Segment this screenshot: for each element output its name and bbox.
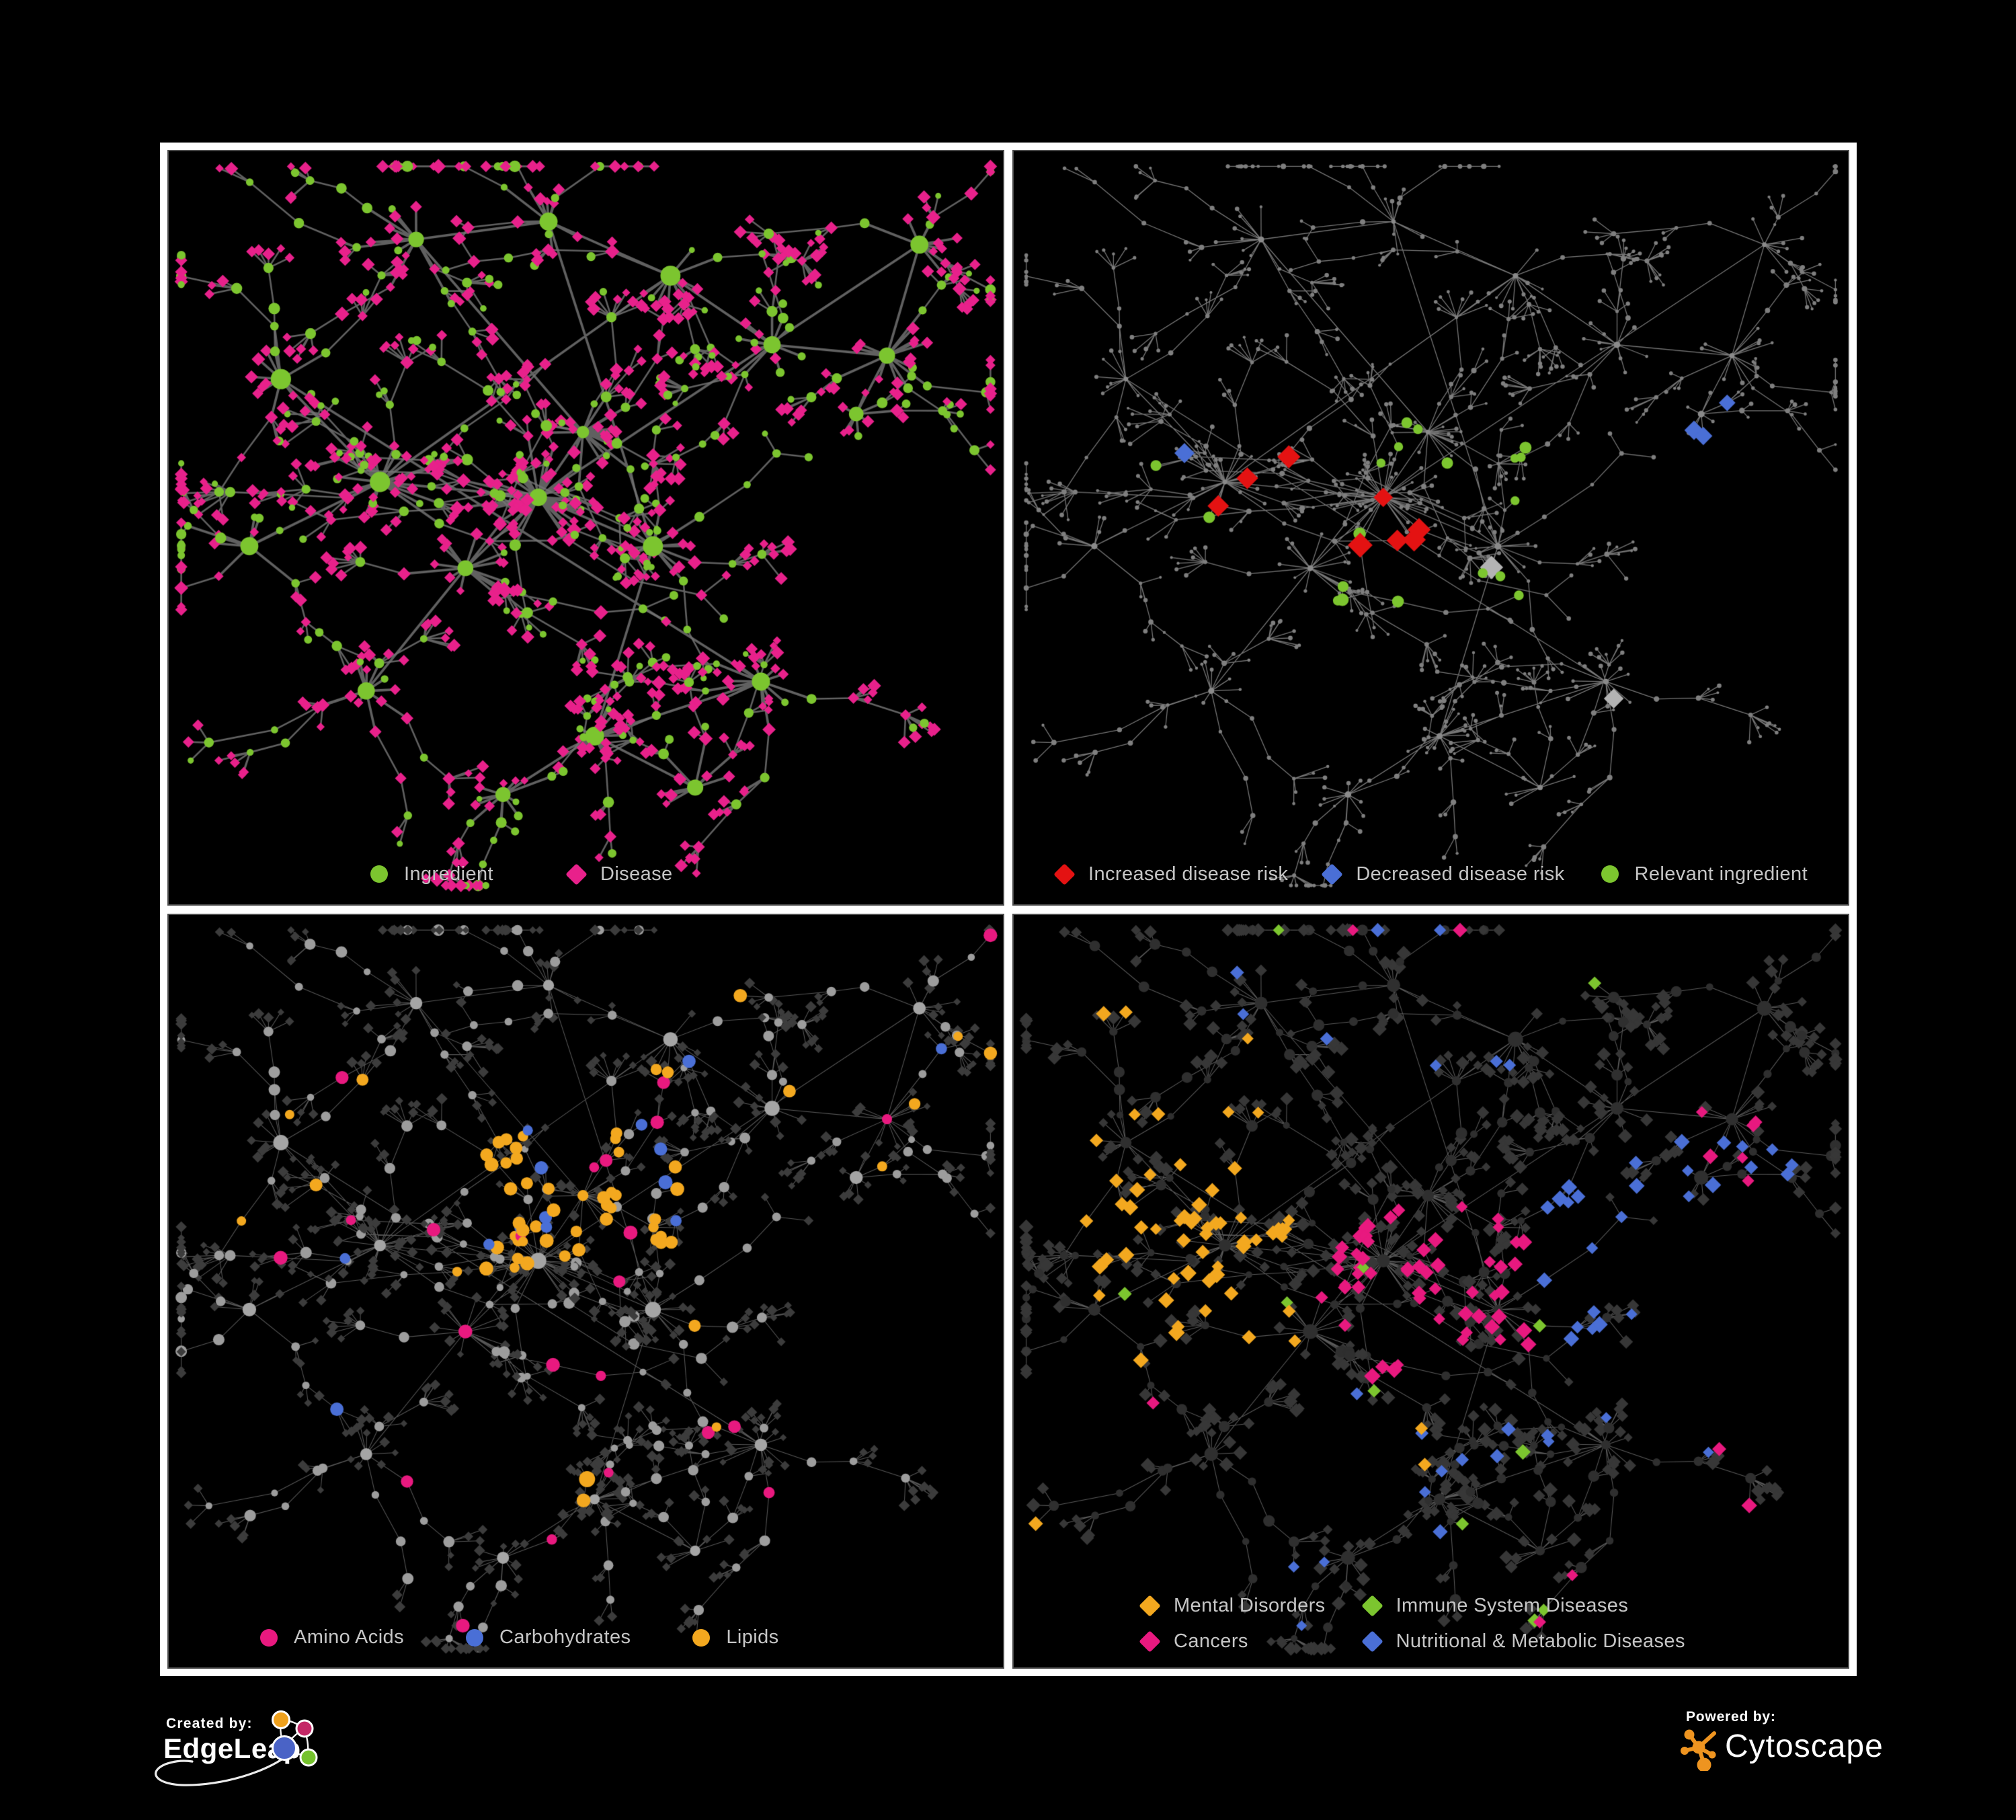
legend-label-increased-risk: Increased disease risk (1088, 863, 1289, 885)
network-disease-risk (1014, 151, 1848, 904)
created-by-label: Created by: (166, 1716, 253, 1731)
lipids-marker-icon (692, 1628, 711, 1647)
cytoscape-logo-icon (1681, 1729, 1716, 1771)
increased-risk-marker-icon (1053, 863, 1076, 885)
legend-label-decreased-risk: Decreased disease risk (1356, 863, 1565, 885)
panel-disease-classes: Mental Disorders Cancers Immune System D… (1012, 913, 1849, 1669)
panel-compound-classes: Amino Acids Carbohydrates Lipids (167, 913, 1004, 1669)
network-compound-classes (169, 914, 1003, 1667)
legend-label-nutritional-diseases: Nutritional & Metabolic Diseases (1396, 1630, 1685, 1652)
legend-disease-risk: Increased disease risk Decreased disease… (1053, 863, 1808, 885)
panel-ingredient-disease: Ingredient Disease (167, 150, 1004, 906)
carbohydrates-marker-icon (465, 1628, 483, 1647)
panel-disease-risk: Increased disease risk Decreased disease… (1012, 150, 1849, 906)
cytoscape-logo-text: Cytoscape (1725, 1729, 1884, 1764)
legend-item-decreased-risk: Decreased disease risk (1321, 863, 1565, 885)
cancers-marker-icon (1139, 1630, 1161, 1653)
legend-label-relevant-ingredient: Relevant ingredient (1634, 863, 1808, 885)
decreased-risk-marker-icon (1321, 863, 1344, 885)
legend-label-disease: Disease (600, 863, 673, 885)
ingredient-marker-icon (370, 865, 388, 883)
legend-label-ingredient: Ingredient (404, 863, 493, 885)
legend-item-cancers: Cancers (1139, 1630, 1326, 1653)
mental-disorders-marker-icon (1139, 1595, 1161, 1617)
network-ingredient-disease (169, 151, 1003, 904)
legend-item-nutritional-metabolic-diseases: Nutritional & Metabolic Diseases (1361, 1630, 1685, 1653)
legend-label-cancers: Cancers (1174, 1630, 1248, 1652)
legend-item-mental-disorders: Mental Disorders (1139, 1595, 1326, 1617)
immune-diseases-marker-icon (1361, 1595, 1383, 1617)
edgeleap-network-icon (272, 1710, 318, 1767)
legend-item-relevant-ingredient: Relevant ingredient (1601, 863, 1808, 885)
legend-compound-classes: Amino Acids Carbohydrates Lipids (260, 1626, 779, 1649)
legend-item-immune-system-diseases: Immune System Diseases (1361, 1595, 1685, 1617)
legend-item-amino-acids: Amino Acids (260, 1626, 404, 1649)
powered-by-label: Powered by: (1686, 1709, 1776, 1725)
legend-item-disease: Disease (565, 863, 673, 885)
legend-label-immune-diseases: Immune System Diseases (1396, 1595, 1629, 1616)
disease-marker-icon (565, 863, 588, 885)
relevant-ingredient-marker-icon (1601, 865, 1619, 883)
legend-disease-classes: Mental Disorders Cancers Immune System D… (1139, 1595, 1685, 1653)
network-disease-classes (1014, 914, 1848, 1667)
legend-item-ingredient: Ingredient (370, 863, 493, 885)
nutritional-diseases-marker-icon (1361, 1630, 1383, 1653)
legend-label-mental-disorders: Mental Disorders (1174, 1595, 1326, 1616)
amino-acids-marker-icon (260, 1628, 278, 1647)
legend-label-lipids: Lipids (726, 1626, 779, 1648)
legend-label-amino-acids: Amino Acids (294, 1626, 404, 1648)
edgeleap-swoosh-icon (155, 1749, 295, 1786)
legend-item-carbohydrates: Carbohydrates (465, 1626, 631, 1649)
panel-grid: Ingredient Disease Increased disease ris… (160, 143, 1857, 1676)
legend-label-carbohydrates: Carbohydrates (499, 1626, 631, 1648)
legend-ingredient-disease: Ingredient Disease (370, 863, 673, 885)
legend-item-lipids: Lipids (692, 1626, 778, 1649)
legend-item-increased-risk: Increased disease risk (1053, 863, 1289, 885)
